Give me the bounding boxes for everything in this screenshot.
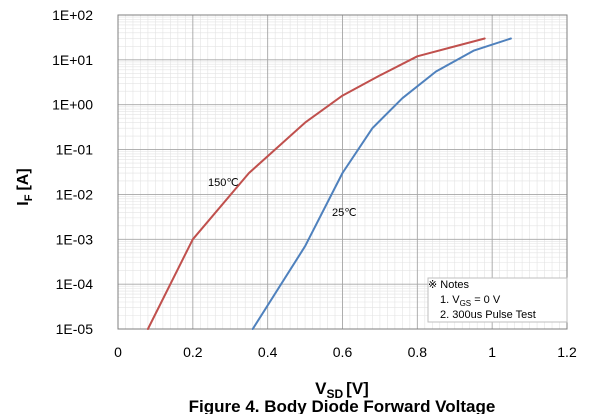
y-axis-title-unit: [A]: [15, 168, 32, 190]
y-axis-title-main: I: [15, 201, 32, 205]
x-tick-label: 0.6: [333, 344, 353, 360]
x-tick-label: 0.8: [408, 344, 428, 360]
notes-box: ※ Notes 1. VGS = 0 V 2. 300us Pulse Test: [427, 277, 568, 323]
notes-box-background: [427, 277, 568, 323]
x-axis-title: VSD [V]: [315, 379, 369, 401]
series-label-150c: 150℃: [208, 177, 239, 189]
chart-title: Figure 4. Body Diode Forward Voltage: [189, 397, 496, 414]
y-tick-label: 1E+00: [52, 97, 93, 113]
y-axis-ticks: 1E-05 1E-04 1E-03 1E-02 1E-01 1E+00 1E+01 1E+02: [52, 7, 93, 337]
plot-area-frame: [117, 14, 568, 330]
notes-line-1-suffix: = 0 V: [471, 294, 501, 306]
series-label-25c: 25℃: [332, 207, 357, 219]
x-axis-title-main: V: [315, 379, 327, 398]
x-axis-title-sub: SD: [327, 387, 344, 401]
series-lines: [146, 37, 512, 330]
series-line-1: [251, 37, 512, 330]
y-tick-label: 1E-02: [56, 186, 94, 202]
y-axis-title: IF [A]: [15, 168, 35, 205]
notes-line-1-sub: GS: [460, 299, 472, 308]
x-tick-label: 1: [488, 344, 496, 360]
y-tick-label: 1E+01: [52, 52, 93, 68]
series-line-0: [146, 37, 486, 330]
x-tick-label: 0.4: [258, 344, 278, 360]
y-axis-title-sub: F: [23, 194, 35, 201]
notes-line-1: 1. VGS = 0 V: [440, 294, 501, 308]
notes-line-2: 2. 300us Pulse Test: [440, 309, 536, 321]
notes-line-1-prefix: 1. V: [440, 294, 460, 306]
y-tick-label: 1E-03: [56, 231, 94, 247]
y-tick-label: 1E-05: [56, 321, 94, 337]
y-tick-label: 1E-04: [56, 276, 94, 292]
notes-heading: ※ Notes: [428, 279, 470, 291]
x-tick-label: 0.2: [183, 344, 203, 360]
x-axis-ticks: 0 0.2 0.4 0.6 0.8 1 1.2: [114, 344, 577, 360]
y-tick-label: 1E+02: [52, 7, 93, 23]
x-tick-label: 1.2: [557, 344, 577, 360]
y-tick-label: 1E-01: [56, 142, 94, 158]
x-tick-label: 0: [114, 344, 122, 360]
x-axis-title-unit: [V]: [346, 379, 369, 398]
